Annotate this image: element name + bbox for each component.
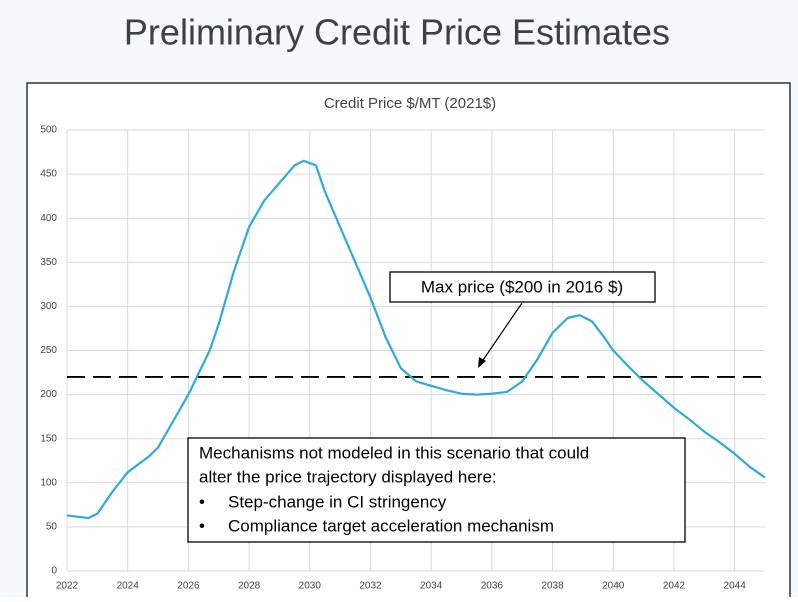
y-tick-label: 150 bbox=[40, 433, 57, 444]
y-tick-label: 350 bbox=[40, 257, 57, 268]
x-tick-label: 2038 bbox=[541, 581, 564, 592]
y-tick-label: 300 bbox=[40, 301, 57, 312]
note-box bbox=[187, 437, 686, 543]
y-tick-label: 100 bbox=[40, 477, 57, 488]
x-tick-label: 2044 bbox=[724, 581, 747, 592]
y-tick-label: 50 bbox=[46, 522, 58, 533]
x-tick-label: 2024 bbox=[117, 581, 140, 592]
x-tick-label: 2030 bbox=[299, 581, 322, 592]
chart-title: Credit Price $/MT (2021$) bbox=[324, 95, 496, 112]
series-line bbox=[66, 159, 766, 520]
x-tick-label: 2034 bbox=[420, 581, 443, 592]
x-tick-label: 2036 bbox=[481, 581, 504, 592]
annotation: Max price ($200 in 2016 $) bbox=[421, 277, 623, 296]
y-tick-label: 250 bbox=[40, 345, 57, 356]
x-tick-label: 2022 bbox=[56, 581, 79, 592]
arrow-head bbox=[478, 357, 486, 368]
x-tick-label: 2032 bbox=[359, 581, 382, 592]
slide-title: Preliminary Credit Price Estimates bbox=[124, 12, 670, 53]
x-tick-label: 2026 bbox=[177, 581, 200, 592]
note-line: alter the price trajectory displayed her… bbox=[199, 467, 497, 486]
y-tick-label: 400 bbox=[40, 213, 57, 224]
y-tick-label: 500 bbox=[40, 125, 57, 136]
annotation-box bbox=[389, 271, 656, 303]
note-bullet: Compliance target acceleration mechanism bbox=[228, 516, 554, 535]
x-tick-label: 2040 bbox=[602, 581, 625, 592]
y-tick-label: 450 bbox=[40, 169, 57, 180]
bullet-dot: • bbox=[199, 492, 205, 511]
y-tick-label: 200 bbox=[40, 389, 57, 400]
annotation-arrow bbox=[480, 302, 523, 364]
note-bullet: Step-change in CI stringency bbox=[228, 492, 447, 511]
x-tick-label: 2028 bbox=[238, 581, 261, 592]
note-line: Mechanisms not modeled in this scenario … bbox=[199, 443, 589, 462]
x-tick-label: 2042 bbox=[663, 581, 686, 592]
y-tick-label: 0 bbox=[51, 566, 57, 577]
bullet-dot: • bbox=[199, 516, 205, 535]
